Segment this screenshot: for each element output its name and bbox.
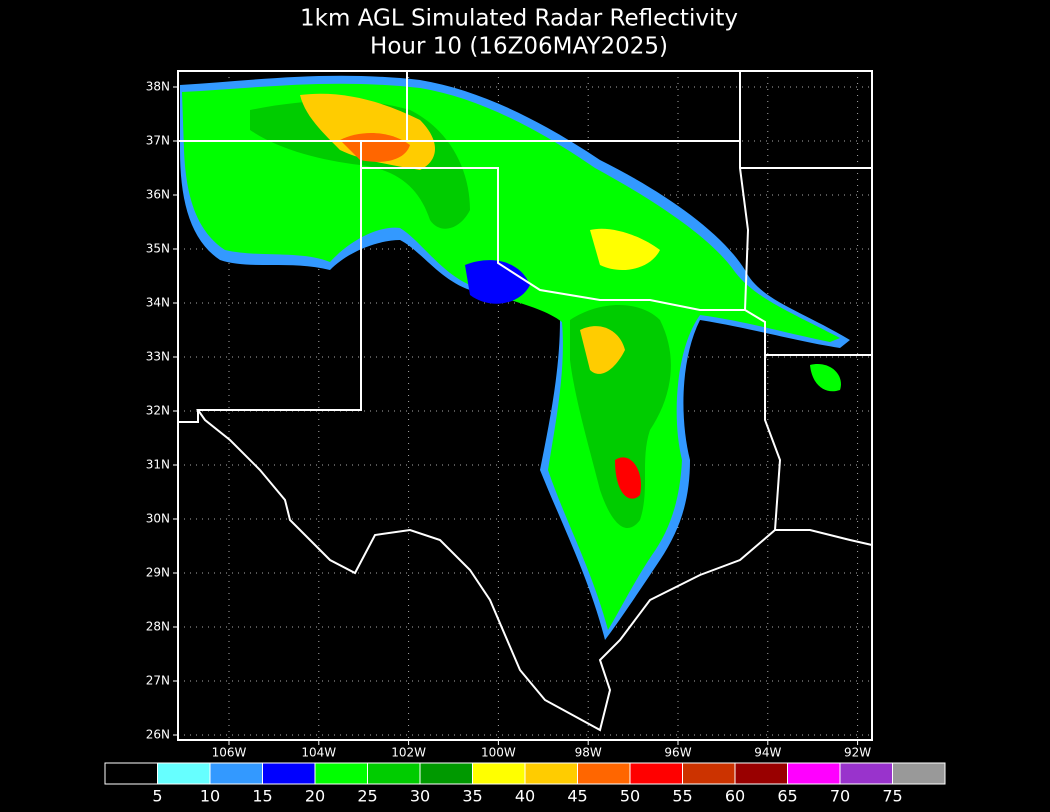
colorbar-box (157, 762, 211, 785)
echo-region (182, 83, 840, 631)
map-frame (177, 70, 873, 741)
lat-label: 34N (146, 296, 170, 310)
colorbar-label: 20 (305, 787, 325, 806)
colorbar-label: 40 (515, 787, 535, 806)
colorbar-label: 30 (410, 787, 430, 806)
lat-label: 32N (146, 404, 170, 418)
colorbar-box (577, 762, 631, 785)
colorbar-label: 65 (777, 787, 797, 806)
colorbar-label: 45 (567, 787, 587, 806)
colorbar-box (367, 762, 421, 785)
colorbar-box (629, 762, 683, 785)
echo-region (810, 364, 841, 392)
colorbar-box (314, 762, 368, 785)
colorbar-box (682, 762, 736, 785)
colorbar-box (734, 762, 788, 785)
title-line: Hour 10 (16Z06MAY2025) (370, 34, 668, 60)
lat-label: 36N (146, 188, 170, 202)
lon-label: 104W (301, 746, 336, 760)
colorbar-label: 10 (200, 787, 220, 806)
lon-label: 102W (391, 746, 426, 760)
colorbar-box (839, 762, 893, 785)
lon-label: 94W (754, 746, 781, 760)
colorbar-box (419, 762, 473, 785)
colorbar-box (524, 762, 578, 785)
axis-labels: 38N 37N 36N 35N 34N 33N 32N 31N 30N 29N 28N 27N 26N 1… (146, 80, 872, 760)
state-border (361, 167, 745, 311)
colorbar-box (892, 762, 946, 785)
lon-label: 96W (664, 746, 691, 760)
colorbar-label: 25 (357, 787, 377, 806)
lat-label: 26N (146, 728, 170, 742)
lat-label: 35N (146, 242, 170, 256)
colorbar-box (787, 762, 841, 785)
lon-label: 92W (844, 746, 871, 760)
colorbar: 5 10 15 20 25 30 35 40 45 50 55 60 65 70 75 (104, 762, 946, 806)
colorbar-box (209, 762, 263, 785)
title-line: 1km AGL Simulated Radar Reflectivity (300, 6, 738, 32)
colorbar-box (104, 762, 158, 785)
lon-label: 100W (481, 746, 516, 760)
lat-label: 28N (146, 620, 170, 634)
colorbar-label: 50 (620, 787, 640, 806)
colorbar-label: 70 (830, 787, 850, 806)
state-border (739, 71, 782, 531)
colorbar-label: 75 (882, 787, 902, 806)
lat-label: 33N (146, 350, 170, 364)
lat-label: 31N (146, 458, 170, 472)
colorbar-label: 55 (672, 787, 692, 806)
lat-label: 37N (146, 134, 170, 148)
colorbar-box (262, 762, 316, 785)
colorbar-label: 5 (152, 787, 162, 806)
boundaries (178, 71, 873, 732)
lat-label: 29N (146, 566, 170, 580)
echo-region (580, 326, 625, 374)
colorbar-label: 35 (462, 787, 482, 806)
echo-region (615, 457, 641, 499)
state-border (178, 410, 199, 423)
lon-label: 98W (575, 746, 602, 760)
state-border (196, 141, 873, 732)
lat-label: 30N (146, 512, 170, 526)
colorbar-box (472, 762, 526, 785)
echo-region (590, 228, 660, 270)
lat-label: 38N (146, 80, 170, 94)
lon-label: 106W (212, 746, 247, 760)
colorbar-label: 60 (725, 787, 745, 806)
echo-region (465, 260, 530, 304)
lat-label: 27N (146, 674, 170, 688)
colorbar-label: 15 (252, 787, 272, 806)
